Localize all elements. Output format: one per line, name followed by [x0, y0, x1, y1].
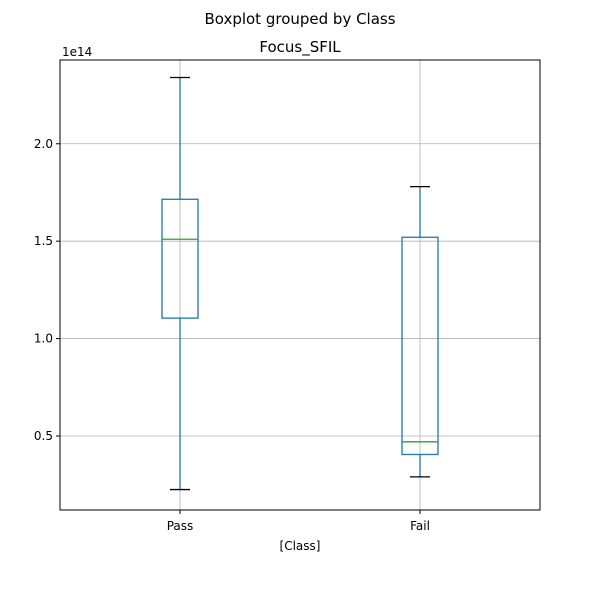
x-axis-label: [Class]: [280, 539, 321, 553]
y-tick-label: 2.0: [34, 137, 53, 151]
box-fail: [401, 185, 439, 478]
chart-suptitle: Boxplot grouped by Class: [204, 10, 395, 28]
x-tick-label-fail: Fail: [410, 519, 430, 533]
x-tick-label-pass: Pass: [167, 519, 194, 533]
y-offset-label: 1e14: [62, 45, 92, 59]
box-pass: [161, 76, 199, 491]
axes: 0.5 1.0 1.5 2.0 Pass Fail: [34, 137, 430, 533]
y-tick-label: 0.5: [34, 429, 53, 443]
y-tick-label: 1.0: [34, 332, 53, 346]
chart-title: Focus_SFIL: [259, 38, 341, 57]
plot-frame: [59, 59, 541, 511]
grid: [60, 60, 540, 510]
y-tick-label: 1.5: [34, 234, 53, 248]
boxes: [161, 76, 439, 491]
box-iqr: [161, 198, 199, 319]
box-iqr: [401, 236, 439, 456]
